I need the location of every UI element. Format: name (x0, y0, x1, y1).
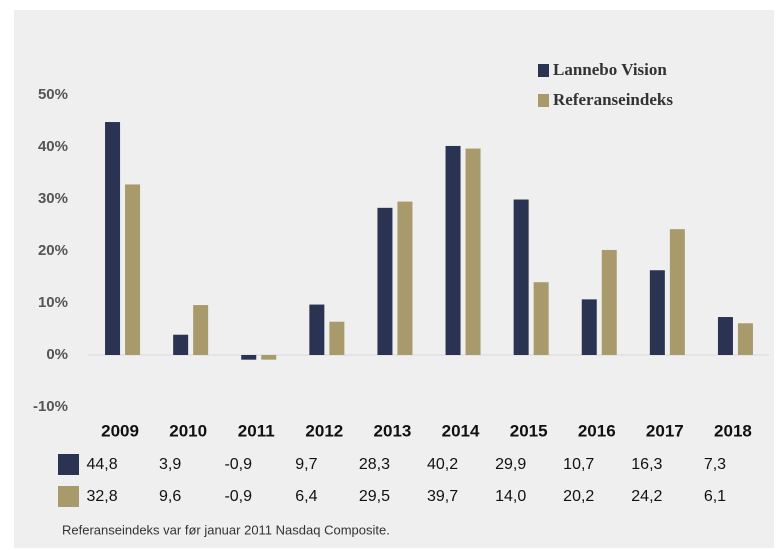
bar (173, 334, 189, 355)
y-tick-label: 30% (38, 190, 68, 207)
y-tick-label: -10% (33, 398, 68, 415)
table-cell: 39,7 (427, 488, 458, 505)
x-tick-label: 2014 (442, 421, 480, 440)
x-tick-label: 2015 (510, 421, 548, 440)
table-cell: -0,9 (224, 456, 252, 473)
panel (14, 10, 774, 548)
footnote: Referanseindeks var før januar 2011 Nasd… (62, 522, 390, 537)
x-tick-label: 2018 (714, 421, 752, 440)
x-tick-label: 2010 (169, 421, 207, 440)
table-cell: 6,1 (704, 488, 726, 505)
bar (241, 355, 257, 360)
table-cell: 29,5 (359, 488, 390, 505)
table-swatch (58, 486, 79, 507)
bar (581, 299, 597, 355)
bar (397, 201, 413, 355)
x-tick-label: 2012 (305, 421, 343, 440)
table-cell: 9,6 (159, 488, 181, 505)
bar (649, 270, 665, 355)
table-cell: -0,9 (224, 488, 252, 505)
y-tick-label: 20% (38, 242, 68, 259)
legend-label: Referanseindeks (553, 90, 673, 109)
y-tick-label: 10% (38, 294, 68, 311)
table-cell: 9,7 (295, 456, 317, 473)
table-cell: 14,0 (495, 488, 526, 505)
bar (465, 148, 481, 355)
bar (445, 145, 461, 355)
table-cell: 6,4 (295, 488, 317, 505)
y-tick-label: 0% (46, 346, 68, 363)
bar (601, 249, 617, 355)
bar (193, 305, 209, 355)
bar (533, 282, 549, 355)
x-tick-label: 2017 (646, 421, 684, 440)
bar (717, 317, 733, 355)
legend-label: Lannebo Vision (553, 60, 667, 79)
legend-swatch (538, 64, 549, 77)
bar (309, 304, 325, 355)
x-tick-label: 2013 (374, 421, 412, 440)
y-tick-label: 50% (38, 86, 68, 103)
bar (513, 199, 529, 355)
table-swatch (58, 454, 79, 475)
bar (737, 323, 753, 355)
table-cell: 40,2 (427, 456, 458, 473)
table-cell: 44,8 (86, 456, 117, 473)
bar (125, 184, 141, 355)
legend-swatch (538, 94, 549, 107)
bar (261, 355, 277, 360)
table-cell: 16,3 (631, 456, 662, 473)
table-cell: 24,2 (631, 488, 662, 505)
y-tick-label: 40% (38, 138, 68, 155)
x-tick-label: 2016 (578, 421, 616, 440)
table-cell: 3,9 (159, 456, 181, 473)
table-cell: 29,9 (495, 456, 526, 473)
table-cell: 20,2 (563, 488, 594, 505)
x-tick-label: 2009 (101, 421, 139, 440)
bar (105, 122, 121, 355)
table-cell: 10,7 (563, 456, 594, 473)
bar (329, 321, 345, 355)
table-cell: 28,3 (359, 456, 390, 473)
bar (669, 229, 685, 355)
x-tick-label: 2011 (238, 421, 275, 440)
table-cell: 7,3 (704, 456, 726, 473)
table-cell: 32,8 (86, 488, 117, 505)
bar (377, 207, 393, 355)
